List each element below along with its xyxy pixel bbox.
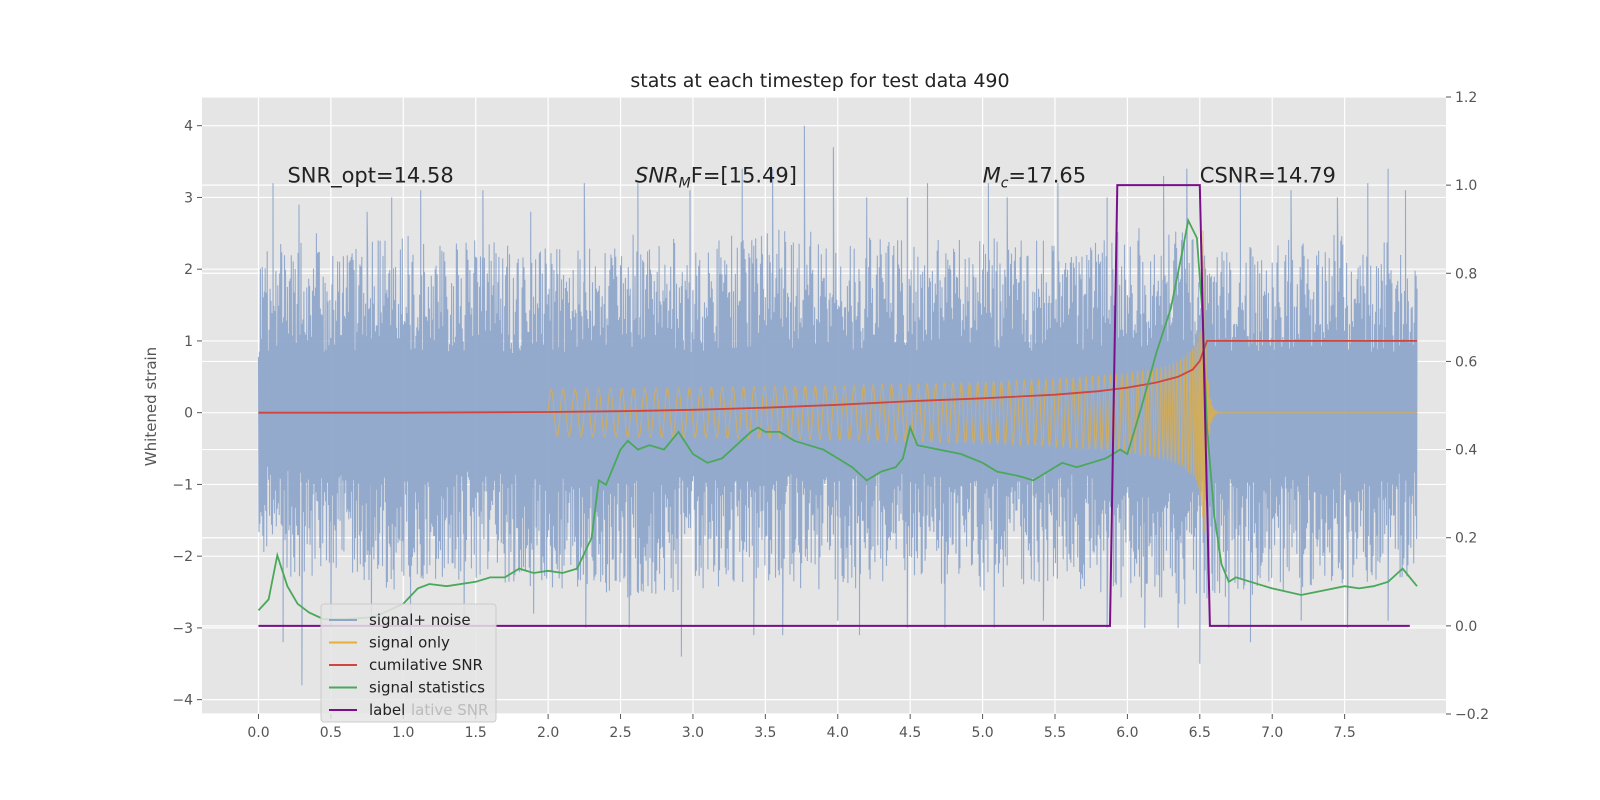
y-tick-label: 1 — [184, 334, 193, 350]
x-tick-label: 1.0 — [392, 725, 414, 741]
chart-title: stats at each timestep for test data 490 — [630, 70, 1009, 92]
legend-box — [320, 603, 497, 723]
x-tick-label: 4.5 — [899, 725, 921, 741]
annotation-mc-symbol: M — [983, 164, 1001, 188]
x-tick-label: 2.5 — [609, 725, 631, 741]
x-tick-label: 4.0 — [827, 725, 849, 741]
x-tick-label: 6.0 — [1116, 725, 1138, 741]
x-tick-label: 0.5 — [320, 725, 342, 741]
y2-tick-label: 1.0 — [1455, 178, 1477, 194]
x-tick-label: 7.5 — [1333, 725, 1355, 741]
legend-ghost-text: lative SNR — [411, 701, 488, 719]
legend-label: signal statistics — [369, 679, 485, 697]
legend-label: cumilative SNR — [369, 656, 483, 674]
y-tick-label: −2 — [172, 549, 193, 565]
signal-noise-line — [257, 125, 1418, 686]
axes-layer: 0.0 0.5 1.0 1.5 2.0 2.5 3.0 3.5 4.0 4.5 5.0 5.5 6.0 6… — [142, 90, 1489, 741]
y-axis-label: Whitened strain — [142, 347, 160, 466]
label-line — [258, 184, 1410, 627]
annotation-mc-value: =17.65 — [1008, 164, 1086, 188]
annotation-snr-mf: SNRMF=[15.49] — [635, 164, 797, 192]
signal-statistics-line — [257, 217, 1418, 621]
y2-tick-label: 0.6 — [1455, 354, 1477, 370]
x-tick-label: 3.0 — [682, 725, 704, 741]
y-tick-label: 3 — [184, 190, 193, 206]
y2-tick-label: 0.8 — [1455, 266, 1477, 282]
annotation-snr-mf-subscript: M — [679, 176, 691, 192]
y2-tick-label: 0.2 — [1455, 531, 1477, 547]
legend-label: signal+ noise — [369, 611, 471, 629]
y2-tick-label: 0.0 — [1455, 619, 1477, 635]
legend-label: label — [369, 701, 405, 719]
y-tick-label: −1 — [172, 477, 193, 493]
annotation-snr-mf-value: F=[15.49] — [691, 164, 797, 188]
annotation-snr-mf-symbol: SNR — [635, 164, 679, 188]
y-tick-label: 4 — [184, 119, 193, 135]
y-tick-label: −4 — [172, 693, 193, 709]
x-tick-label: 0.0 — [247, 725, 269, 741]
x-tick-label: 6.5 — [1189, 725, 1211, 741]
x-tick-label: 1.5 — [465, 725, 487, 741]
x-tick-label: 2.0 — [537, 725, 559, 741]
cumulative-snr-line — [258, 339, 1417, 414]
x-tick-label: 7.0 — [1261, 725, 1283, 741]
annotations-layer: SNR_opt=14.58 SNRMF=[15.49] Mc=17.65 CSNR=1… — [287, 164, 1335, 192]
line-layer — [257, 184, 1418, 627]
y-tick-label: −3 — [172, 621, 193, 637]
legend: lative SNR signal+ noise signal only cumila… — [320, 603, 497, 723]
annotation-csnr: CSNR=14.79 — [1200, 164, 1336, 188]
annotation-mc-subscript: c — [1001, 176, 1009, 192]
y-tick-label: 0 — [184, 406, 193, 422]
y2-tick-label: 0.4 — [1455, 443, 1477, 459]
x-tick-label: 3.5 — [754, 725, 776, 741]
y-tick-label: 2 — [184, 262, 193, 278]
x-tick-label: 5.0 — [971, 725, 993, 741]
legend-label: signal only — [369, 634, 450, 652]
y2-tick-label: −0.2 — [1455, 707, 1489, 723]
x-tick-label: 5.5 — [1044, 725, 1066, 741]
annotation-snr-opt: SNR_opt=14.58 — [287, 164, 453, 189]
noise-layer — [257, 125, 1418, 686]
y2-tick-label: 1.2 — [1455, 90, 1477, 106]
annotation-mc: Mc=17.65 — [983, 164, 1087, 192]
